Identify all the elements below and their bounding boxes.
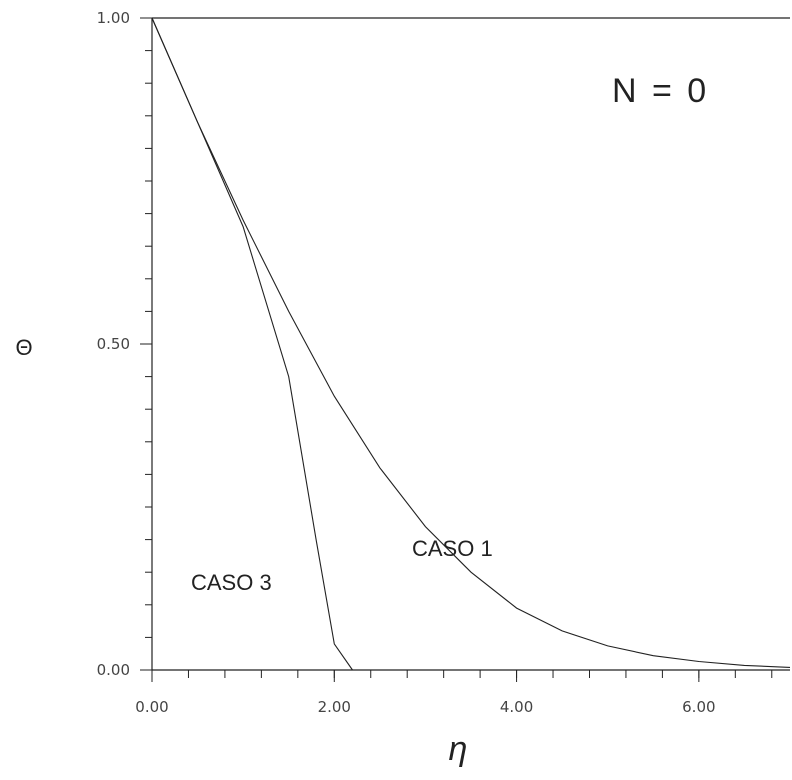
x-tick-label: 4.00 — [500, 698, 533, 716]
x-axis-label: η — [449, 730, 468, 768]
series-lines — [151, 17, 791, 671]
y-tick-label: 0.00 — [97, 661, 130, 679]
label-caso-3: CASO 3 — [191, 570, 272, 595]
x-tick-label: 2.00 — [318, 698, 351, 716]
y-axis-label: Θ — [15, 335, 32, 360]
series-line-1 — [151, 17, 791, 668]
label-caso-1: CASO 1 — [412, 536, 493, 561]
series-line-2 — [151, 17, 353, 671]
y-ticks: 0.00 0.50 1.00 — [97, 9, 152, 679]
x-tick-label: 6.00 — [682, 698, 715, 716]
x-ticks: 0.00 2.00 4.00 6.00 — [135, 670, 716, 716]
minor-ticks — [145, 50, 773, 678]
y-tick-label: 0.50 — [97, 335, 130, 353]
n-annotation: N = 0 — [612, 72, 709, 110]
x-tick-label: 0.00 — [135, 698, 168, 716]
y-tick-label: 1.00 — [97, 9, 130, 27]
